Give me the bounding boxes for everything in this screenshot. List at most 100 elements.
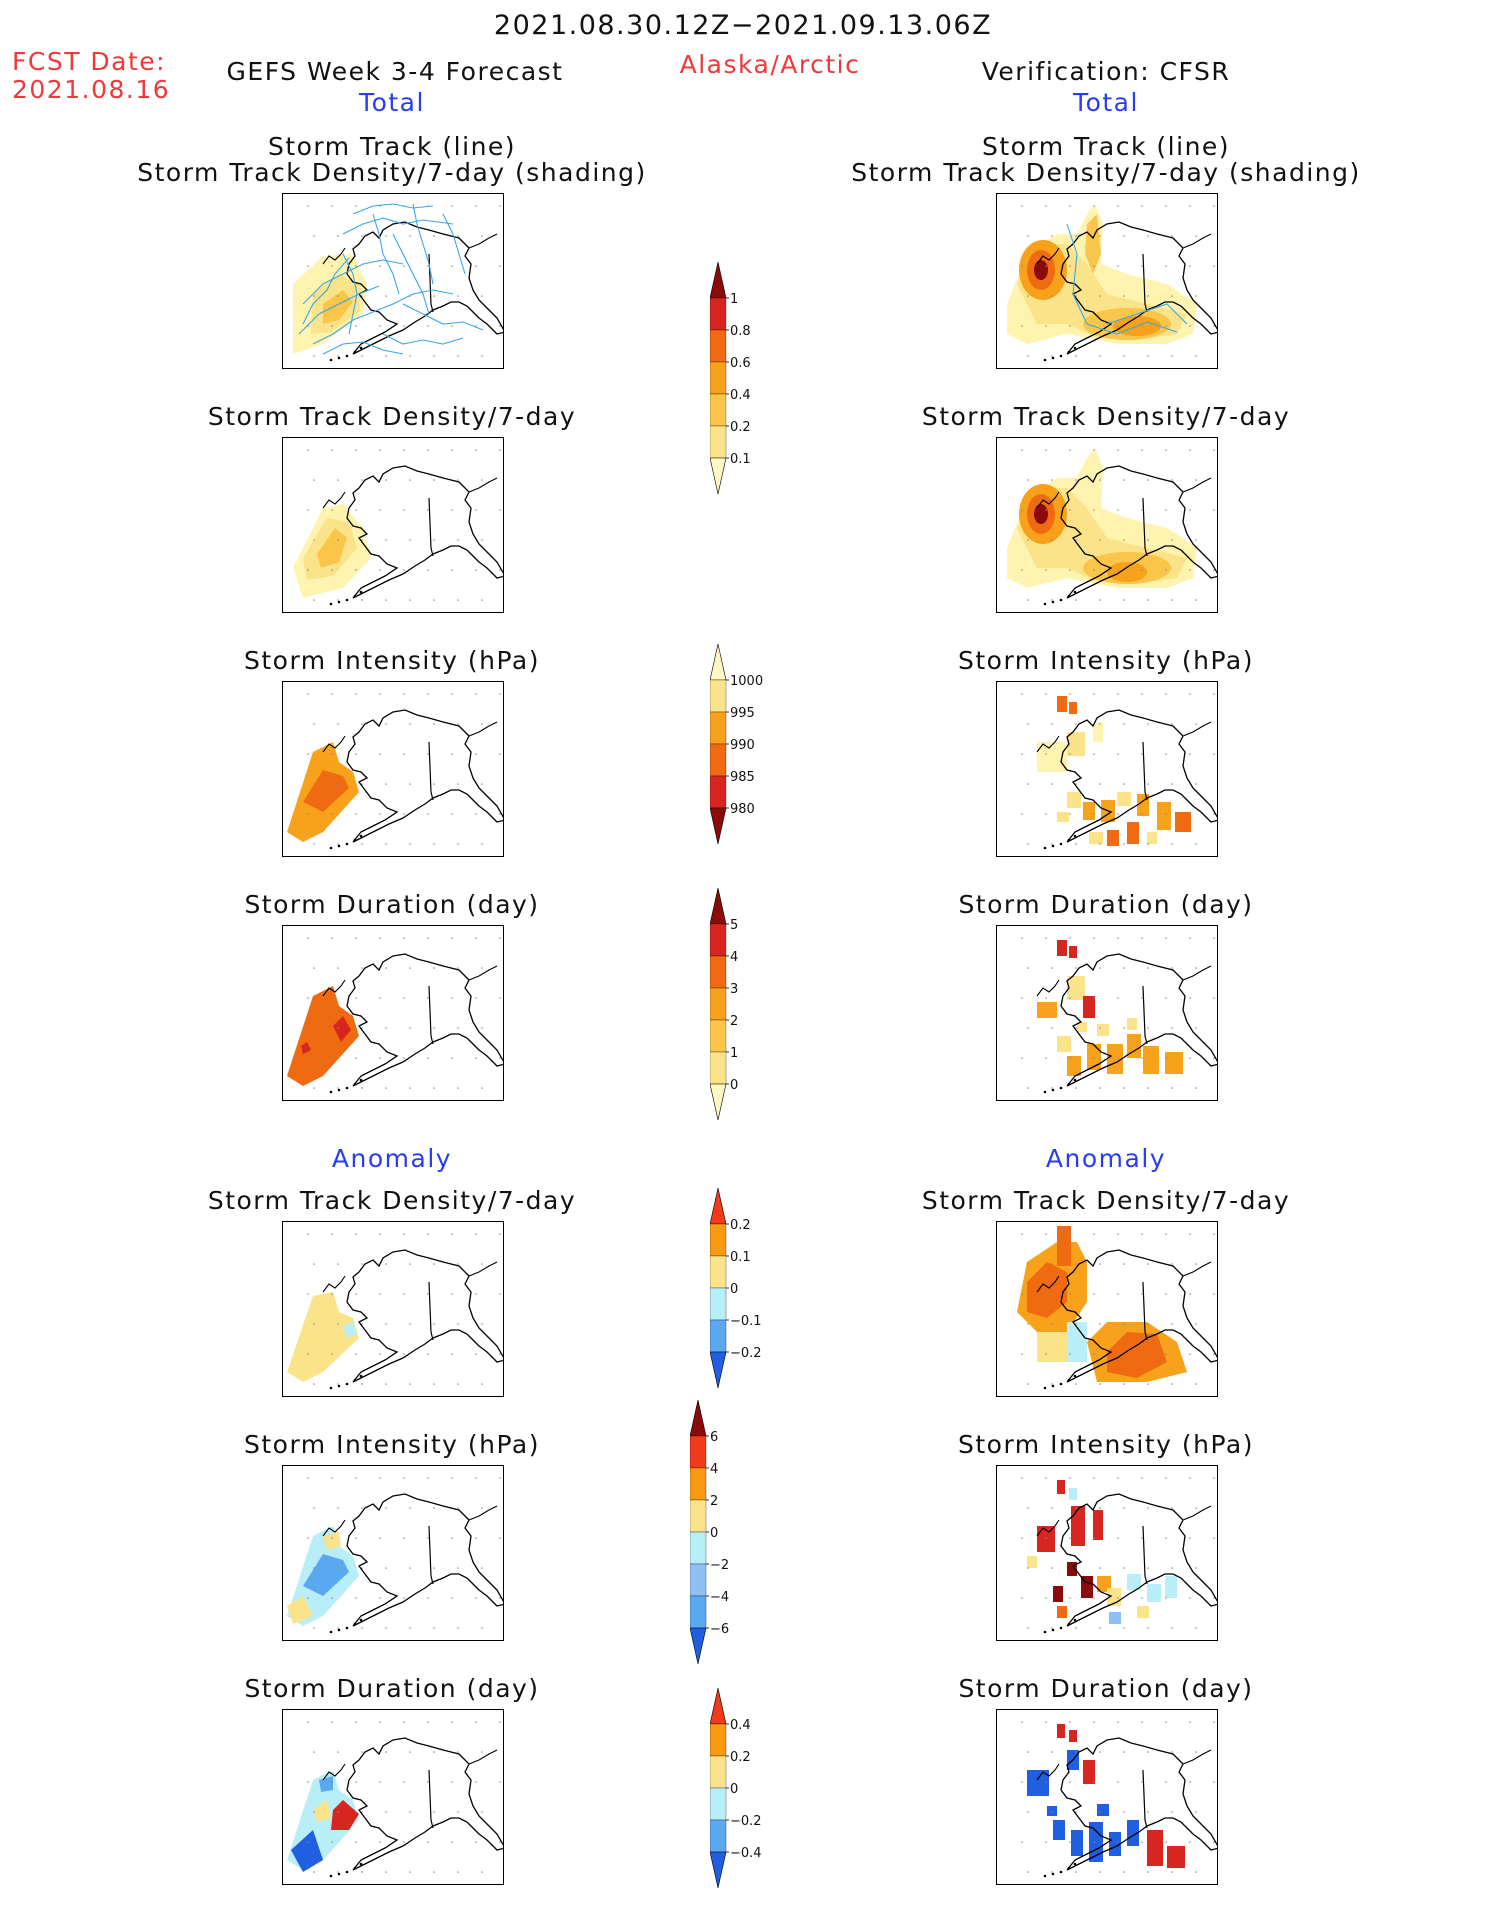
- graticule-dot: [433, 1627, 435, 1629]
- graticule-dot: [313, 1323, 315, 1325]
- graticule-dot: [1099, 479, 1101, 481]
- colorbar-cap-bottom: [709, 807, 727, 845]
- island: [337, 1088, 341, 1092]
- graticule-dot: [361, 1263, 363, 1265]
- graticule-dot: [1171, 295, 1173, 297]
- graticule-dot: [409, 235, 411, 237]
- graticule-dot: [313, 723, 315, 725]
- graticule-dot: [457, 1751, 459, 1753]
- graticule-dot: [457, 539, 459, 541]
- graticule-dot: [403, 1233, 405, 1235]
- graticule-dot: [433, 783, 435, 785]
- map-right-track: [996, 193, 1218, 369]
- graticule-dot: [1045, 449, 1047, 451]
- graticule-dot: [385, 235, 387, 237]
- graticule-dot: [1195, 843, 1197, 845]
- graticule-dot: [409, 783, 411, 785]
- graticule-dot: [1117, 325, 1119, 327]
- colorbar-tick-label: 0.8: [730, 324, 751, 339]
- colorbar-canvas: 0.2 0.1 0 −0.1 −0.2: [709, 1187, 762, 1389]
- graticule-dot: [1189, 449, 1191, 451]
- graticule-dot: [1117, 1477, 1119, 1479]
- graticule-dot: [1195, 1811, 1197, 1813]
- graticule-dot: [499, 325, 501, 327]
- graticule-dot: [457, 1627, 459, 1629]
- graticule-dot: [433, 1323, 435, 1325]
- graticule-dot: [361, 843, 363, 845]
- graticule-dot: [1099, 1811, 1101, 1813]
- colorbar-segment: [709, 329, 727, 363]
- graticule-dot: [361, 967, 363, 969]
- island: [1051, 356, 1055, 360]
- canada-border: [428, 985, 434, 1045]
- graticule-dot: [499, 753, 501, 755]
- graticule-dot: [1141, 449, 1143, 451]
- graticule-dot: [1045, 997, 1047, 999]
- graticule-dot: [1027, 967, 1029, 969]
- graticule-dot: [1075, 1627, 1077, 1629]
- graticule-dot: [451, 569, 453, 571]
- graticule-dot: [427, 449, 429, 451]
- island: [1073, 834, 1077, 838]
- graticule-dot: [481, 479, 483, 481]
- graticule-dot: [1051, 539, 1053, 541]
- island: [353, 350, 357, 354]
- graticule-dot: [1123, 355, 1125, 357]
- aleutian-islands: [329, 590, 363, 606]
- graticule-dot: [1027, 723, 1029, 725]
- graticule-dot: [1147, 1871, 1149, 1873]
- graticule-dot: [379, 1781, 381, 1783]
- island: [345, 1086, 349, 1090]
- graticule-dot: [355, 937, 357, 939]
- graticule-dot: [427, 1477, 429, 1479]
- storm-track: [382, 333, 464, 345]
- graticule-dot: [1021, 325, 1023, 327]
- map-right-intensity: [996, 681, 1218, 857]
- canada-border: [428, 497, 434, 557]
- colorbar-tick-label: 995: [730, 706, 755, 721]
- map-left-intensity-anomaly: [282, 1465, 504, 1641]
- graticule-dot: [355, 205, 357, 207]
- graticule-dot: [1021, 813, 1023, 815]
- shaded-cell: [1057, 1480, 1065, 1494]
- graticule-dot: [1051, 1627, 1053, 1629]
- island: [353, 1866, 357, 1870]
- storm-track: [1106, 303, 1188, 325]
- graticule-dot: [499, 1597, 501, 1599]
- alaska-coastline: [1060, 709, 1217, 843]
- canada-border: [1142, 1525, 1148, 1585]
- graticule-dot: [331, 1721, 333, 1723]
- graticule-dot: [1195, 967, 1197, 969]
- graticule-dot: [1093, 1353, 1095, 1355]
- graticule-dot: [475, 937, 477, 939]
- graticule-dot: [1189, 1233, 1191, 1235]
- colorbar-canvas: 1 0.8 0.6 0.4 0.2 0.1: [709, 261, 751, 495]
- graticule-dot: [1147, 1627, 1149, 1629]
- graticule-dot: [427, 1721, 429, 1723]
- shaded-cell: [1093, 722, 1103, 742]
- graticule-dot: [1051, 1087, 1053, 1089]
- graticule-dot: [457, 843, 459, 845]
- graticule-dot: [1069, 1721, 1071, 1723]
- arctic-coastline: [1182, 1505, 1212, 1521]
- graticule-dot: [313, 843, 315, 845]
- graticule-dot: [379, 1597, 381, 1599]
- colorbar-tick-label: −0.2: [730, 1346, 762, 1361]
- island: [1067, 594, 1071, 598]
- graticule-dot: [385, 1567, 387, 1569]
- graticule-dot: [1093, 1721, 1095, 1723]
- graticule-dot: [457, 1383, 459, 1385]
- colorbar-segment: [709, 1723, 727, 1757]
- colorbar-segment: [709, 1051, 727, 1085]
- shaded-region: [1107, 1332, 1167, 1378]
- graticule-dot: [481, 599, 483, 601]
- graticule-dot: [481, 1871, 483, 1873]
- graticule-dot: [355, 325, 357, 327]
- graticule-dot: [307, 813, 309, 815]
- colorbar-tick-label: −6: [710, 1622, 729, 1637]
- graticule-dot: [403, 1721, 405, 1723]
- shaded-cell: [1127, 1574, 1141, 1590]
- graticule-dot: [1147, 1811, 1149, 1813]
- shaded-region: [303, 1554, 349, 1596]
- colorbar-segment: [709, 297, 727, 331]
